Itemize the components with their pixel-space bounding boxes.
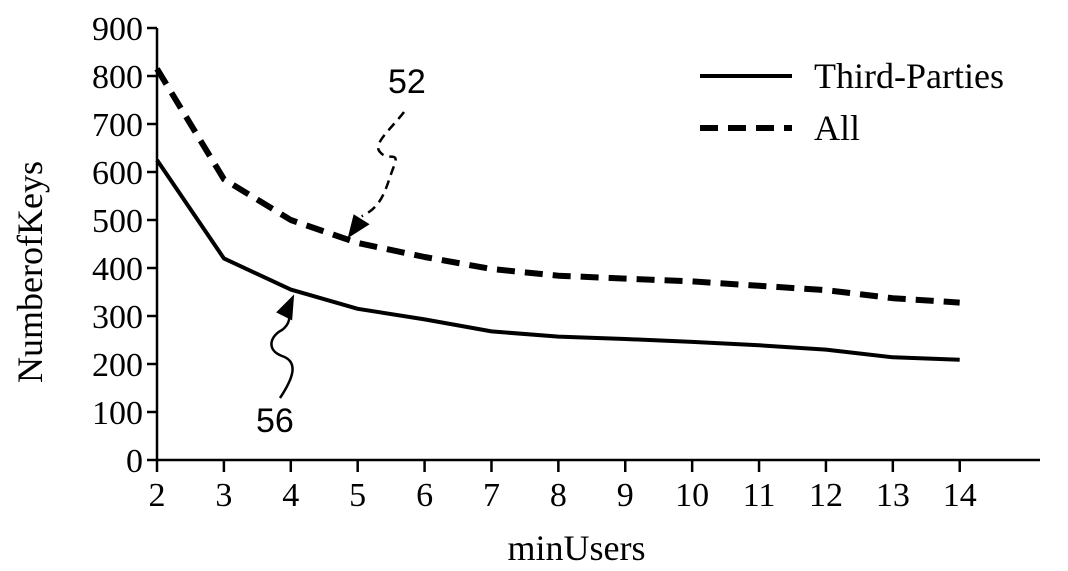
annotation-leader (362, 112, 404, 216)
x-tick-label: 10 (675, 477, 709, 514)
x-tick-label: 7 (483, 477, 500, 514)
y-tick-label: 300 (92, 299, 143, 336)
annotation-leader (271, 316, 292, 398)
x-tick-label: 13 (876, 477, 910, 514)
y-ticks: 0 100 200 300 400 500 600 700 800 900 (92, 11, 157, 480)
x-tick-label: 14 (943, 477, 977, 514)
x-ticks: 2 3 4 5 6 7 8 9 10 11 12 13 14 (149, 460, 977, 514)
y-tick-label: 700 (92, 107, 143, 144)
y-tick-label: 800 (92, 59, 143, 96)
x-axis-label: minUsers (508, 528, 646, 568)
annotation-arrowhead (348, 214, 370, 238)
y-tick-label: 200 (92, 347, 143, 384)
x-tick-label: 6 (416, 477, 433, 514)
x-tick-label: 3 (215, 477, 232, 514)
y-tick-label: 100 (92, 395, 143, 432)
x-tick-label: 5 (349, 477, 366, 514)
x-tick-label: 9 (617, 477, 634, 514)
annotation-arrowhead (276, 294, 294, 320)
y-tick-label: 600 (92, 155, 143, 192)
y-tick-label: 0 (126, 443, 143, 480)
x-tick-label: 2 (149, 477, 166, 514)
legend-label: Third-Parties (814, 56, 1004, 96)
legend: Third-Parties All (700, 56, 1004, 148)
y-tick-label: 500 (92, 203, 143, 240)
annotation-label: 52 (388, 63, 426, 101)
series-line-all (157, 69, 960, 303)
x-tick-label: 4 (282, 477, 299, 514)
y-tick-label: 400 (92, 251, 143, 288)
annotation-label: 56 (256, 402, 294, 440)
y-tick-label: 900 (92, 11, 143, 48)
series-line-third-parties (157, 160, 960, 360)
legend-label: All (814, 108, 860, 148)
y-axis-label: NumberofKeys (10, 161, 50, 383)
x-tick-label: 12 (809, 477, 843, 514)
x-tick-label: 8 (550, 477, 567, 514)
x-tick-label: 11 (743, 477, 776, 514)
